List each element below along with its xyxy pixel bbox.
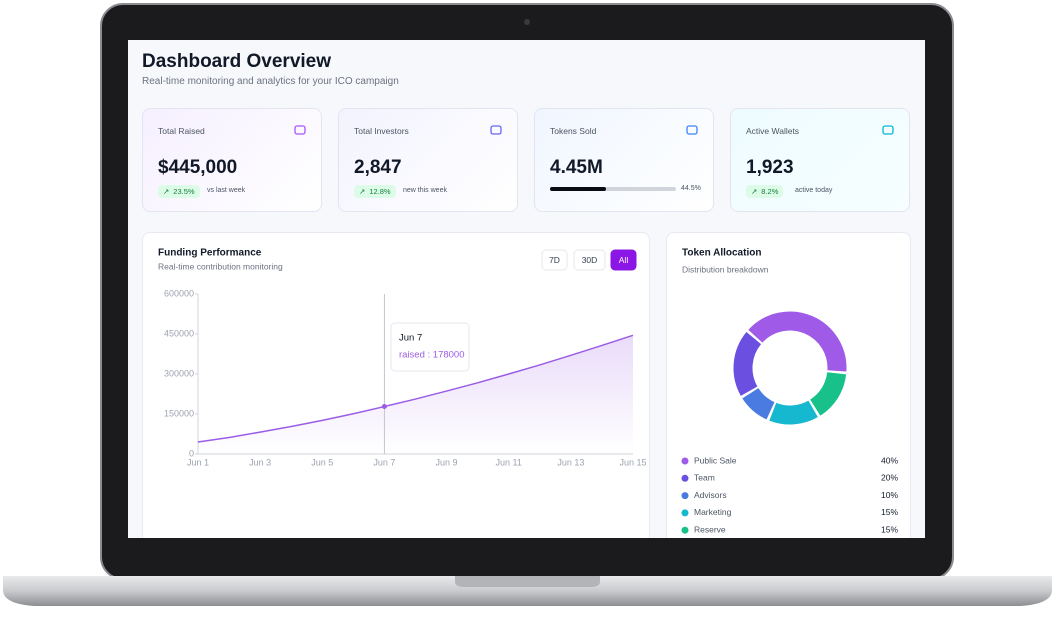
range-button-label[interactable]: 30D: [582, 255, 598, 265]
card-note: active today: [795, 187, 833, 194]
trend-icon: ↗: [751, 187, 758, 196]
line-chart: Funding Performance Real-time contributio…: [158, 248, 647, 468]
legend-value: 40%: [881, 455, 898, 465]
legend-value: 20%: [881, 473, 898, 483]
tooltip-box: [390, 322, 470, 372]
y-tick-label: 0: [189, 448, 194, 458]
donut-segment: [748, 311, 847, 372]
change-value: 8.2%: [761, 187, 779, 196]
legend-dot: [681, 526, 689, 534]
card-icon: [294, 125, 306, 135]
base-notch: [455, 576, 600, 587]
donut-segment: [809, 371, 847, 416]
camera: [524, 19, 530, 25]
icon-shape: [294, 125, 306, 135]
stat-card: Tokens Sold 4.45M 44.5%: [534, 108, 714, 212]
legend-label: Marketing: [694, 507, 732, 517]
legend-value: 15%: [881, 524, 898, 534]
laptop-base: [3, 576, 1052, 606]
card-value: $445,000: [158, 157, 238, 178]
progress-label: 44.5%: [681, 185, 701, 192]
chart-title: Funding Performance: [158, 248, 262, 259]
legend-value: 10%: [881, 490, 898, 500]
legend-label: Public Sale: [694, 455, 737, 465]
donut-segment: [742, 387, 775, 420]
change-value: 23.5%: [173, 187, 195, 196]
funding-panel: Funding Performance Real-time contributio…: [142, 232, 650, 538]
card-icon: [882, 125, 894, 135]
legend-label: Reserve: [694, 524, 726, 534]
screen: Dashboard Overview Real-time monitoring …: [128, 40, 925, 538]
legend-label: Team: [694, 473, 715, 483]
donut-segment: [733, 332, 762, 396]
area: [198, 335, 633, 454]
x-tick-label: Jun 1: [187, 457, 209, 467]
y-tick-label: 600000: [164, 288, 194, 298]
range-button[interactable]: [541, 249, 568, 271]
icon-shape: [490, 125, 502, 135]
y-tick-label: 300000: [164, 368, 194, 378]
stat-card: Active Wallets 1,923 ↗ 8.2% active today: [730, 108, 910, 212]
range-button[interactable]: [573, 249, 606, 271]
progress-fill: [550, 187, 607, 191]
legend-dot: [681, 474, 689, 482]
stat-card: Total Raised $445,000 ↗ 23.5% vs last week: [142, 108, 322, 212]
legend-value: 15%: [881, 507, 898, 517]
change-badge: ↗ 12.8%: [354, 185, 396, 198]
legend-dot: [681, 492, 689, 500]
point: [381, 404, 387, 410]
card-note: new this week: [403, 187, 447, 194]
card-icon: [490, 125, 502, 135]
page-subtitle: Real-time monitoring and analytics for y…: [142, 76, 399, 87]
y-tick-label: 450000: [164, 328, 194, 338]
x-tick-label: Jun 5: [311, 457, 333, 467]
x-tick-label: Jun 9: [436, 457, 458, 467]
chart-subtitle: Distribution breakdown: [682, 264, 769, 274]
trend-icon: ↗: [359, 187, 366, 196]
x-tick-label: Jun 13: [557, 457, 584, 467]
card-value: 1,923: [746, 157, 794, 178]
x-tick-label: Jun 15: [619, 457, 646, 467]
chart-title: Token Allocation: [682, 248, 761, 259]
range-button[interactable]: [610, 249, 637, 271]
legend-label: Advisors: [694, 490, 727, 500]
card-title: Total Raised: [158, 126, 205, 136]
progress-track: [550, 187, 676, 191]
page-title: Dashboard Overview: [142, 51, 332, 72]
tooltip-category: Jun 7: [399, 333, 422, 344]
card-value: 4.45M: [550, 157, 603, 178]
line: [197, 334, 634, 443]
change-badge: ↗ 23.5%: [158, 185, 200, 198]
x-tick-label: Jun 3: [249, 457, 271, 467]
stat-card: Total Investors 2,847 ↗ 12.8% new this week: [338, 108, 518, 212]
pie-chart: Token Allocation Distribution breakdown Pu…: [681, 248, 898, 534]
y-tick-label: 150000: [164, 408, 194, 418]
donut-segment: [769, 400, 818, 425]
chart-subtitle: Real-time contribution monitoring: [158, 261, 283, 271]
change-value: 12.8%: [369, 187, 391, 196]
card-title: Tokens Sold: [550, 126, 597, 136]
tooltip-text: raised : 178000: [399, 350, 465, 361]
icon-shape: [882, 125, 894, 135]
card-value: 2,847: [354, 157, 402, 178]
x-tick-label: Jun 11: [496, 457, 522, 467]
card-note: vs last week: [207, 187, 246, 194]
x-tick-label: Jun 7: [373, 457, 395, 467]
range-button-label[interactable]: All: [619, 255, 629, 265]
legend-dot: [681, 509, 689, 517]
legend-dot: [681, 457, 689, 465]
icon-shape: [686, 125, 698, 135]
allocation-panel: Token Allocation Distribution breakdown Pu…: [666, 232, 911, 538]
card-title: Total Investors: [354, 126, 409, 136]
card-title: Active Wallets: [746, 126, 800, 136]
range-button-label[interactable]: 7D: [549, 255, 560, 265]
trend-icon: ↗: [163, 187, 170, 196]
card-icon: [686, 125, 698, 135]
change-badge: ↗ 8.2%: [746, 185, 784, 198]
